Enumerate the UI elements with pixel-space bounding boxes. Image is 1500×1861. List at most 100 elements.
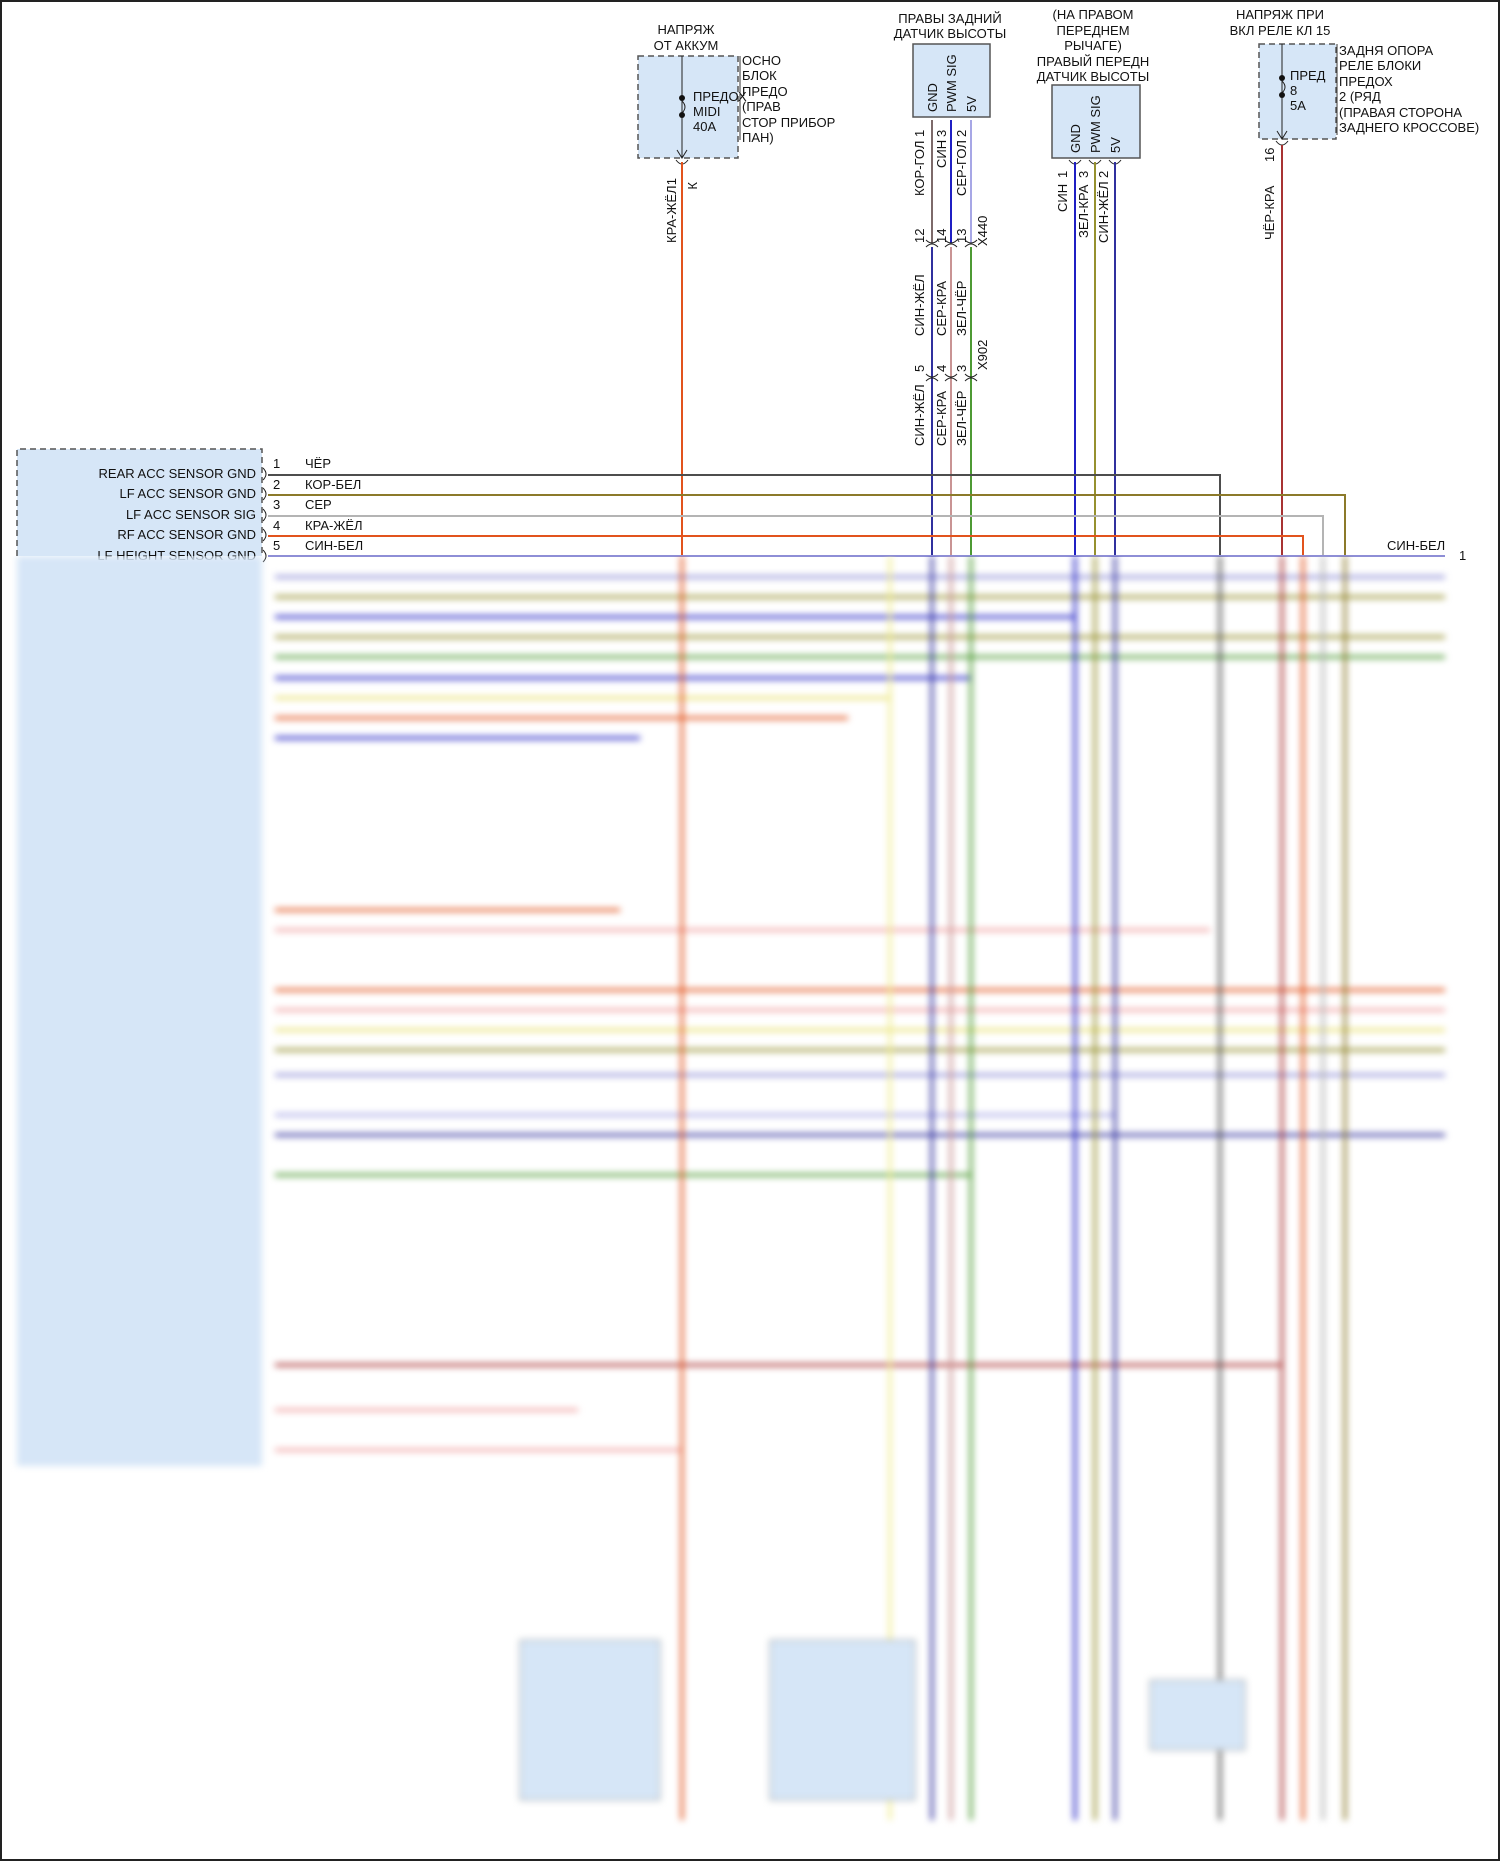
front-sensor-title: РЫЧАГЕ) [1064,38,1122,53]
wire-label: КРА-ЖЁЛ [664,185,679,243]
pin-number: 12 [912,229,927,243]
rear-sensor-title: ДАТЧИК ВЫСОТЫ [894,26,1006,41]
rear-sensor-title: ПРАВЫ ЗАДНИЙ [898,11,1001,26]
fuse-terminal [1279,92,1285,98]
pin-number: 4 [273,518,280,533]
pin-name: GND [925,83,940,112]
relay-fuse-location: 2 (РЯД [1339,89,1381,104]
arrow-icon [1276,130,1288,140]
connector-name: X440 [975,216,990,246]
front-sensor-title: ПРАВЫЙ ПЕРЕДН [1037,54,1150,69]
connector-icon [925,239,978,248]
wire-ser [268,515,1324,556]
battery-fuse-location: (ПРАВ [742,99,781,114]
pin-number: 3 [954,365,969,372]
pin-label: LF ACC SENSOR GND [119,486,256,501]
pin-number: 2 [273,477,280,492]
wire-label: СИН-БЕЛ [1387,538,1445,553]
connector-name: X902 [975,340,990,370]
relay-fuse-box [1258,43,1337,140]
rear-height-sensor: ПРАВЫ ЗАДНИЙ ДАТЧИК ВЫСОТЫ GND PWM SIG 5… [894,11,1006,556]
front-sensor-title: ДАТЧИК ВЫСОТЫ [1037,69,1149,84]
wire-label: СИН-БЕЛ [305,538,363,553]
pin-name: 5V [964,96,979,112]
pin-number: 3 [273,497,280,512]
wire-label: СИН-ЖЁЛ [1096,181,1111,243]
pin-name: 5V [1108,137,1123,153]
battery-fuse-location: БЛОК [742,68,777,83]
blurred-component [769,1639,916,1801]
pin-number: 3 [934,130,949,137]
wire-kra-zhel [268,535,1304,556]
battery-fuse-title: НАПРЯЖ [657,22,714,37]
relay-fuse-name: ПРЕД [1290,68,1326,83]
battery-fuse-location: ОСНО [742,53,781,68]
pin-number: 4 [934,365,949,372]
relay-fuse-location: ПРЕДОХ [1339,74,1393,89]
pin-number: 3 [1076,171,1091,178]
pin-letter: К [685,182,700,190]
wire-label: ЗЕЛ-ЧЁР [954,281,969,336]
battery-fuse-location: ПАН) [742,130,774,145]
pin-number: 5 [912,365,927,372]
battery-fuse-name: MIDI [693,104,720,119]
pin-label: LF ACC SENSOR SIG [126,507,256,522]
pin-number: 2 [954,130,969,137]
wire-label: СИН-ЖЁЛ [912,274,927,336]
wire-label: СИН [934,140,949,168]
pin-name: GND [1068,124,1083,153]
wire-label: КРА-ЖЁЛ [305,518,363,533]
relay-fuse-location: ЗАДНЕГО КРОССОВЕ) [1339,120,1479,135]
pin-number: 13 [954,229,969,243]
wire-label: СИН-ЖЁЛ [912,384,927,446]
wire-kor-bel [268,494,1346,556]
pin-name: PWM SIG [944,54,959,112]
front-sensor-box [1051,84,1141,159]
front-sensor-title: ПЕРЕДНЕМ [1056,23,1129,38]
relay-fuse-title: НАПРЯЖ ПРИ [1236,7,1324,22]
wire-label: СЕР-ГОЛ [954,140,969,196]
pin-number: 1 [664,178,679,185]
arrow-icon [676,149,688,159]
battery-fuse-location: СТОР ПРИБОР [742,115,835,130]
front-sensor-title: (НА ПРАВОМ [1053,7,1134,22]
blurred-component [519,1639,661,1801]
fuse-icon [1281,80,1286,94]
blurred-diagram-area [0,556,1500,1861]
connector-icon [1275,140,1289,146]
relay-fuse-location: РЕЛЕ БЛОКИ [1339,58,1421,73]
front-height-sensor: (НА ПРАВОМ ПЕРЕДНЕМ РЫЧАГЕ) ПРАВЫЙ ПЕРЕД… [1037,7,1150,556]
connector-icon [925,373,978,382]
wire-chyor [268,474,1221,556]
fuse-terminal [1279,75,1285,81]
pin-number: 1 [273,456,280,471]
relay-fuse-block: НАПРЯЖ ПРИ ВКЛ РЕЛЕ КЛ 15 ПРЕД 8 5A ЗАДН… [1230,7,1479,556]
battery-fuse-name: 40A [693,119,716,134]
relay-fuse-name: 5A [1290,98,1306,113]
wire-label: СЕР-КРА [934,391,949,446]
pin-number: 14 [934,229,949,243]
fuse-icon [681,100,686,114]
relay-fuse-title: ВКЛ РЕЛЕ КЛ 15 [1230,23,1331,38]
pin-label: REAR ACC SENSOR GND [99,466,256,481]
fuse-terminal [679,95,685,101]
wire-label: КОР-БЕЛ [305,477,361,492]
pin-label: RF ACC SENSOR GND [117,527,256,542]
pin-number: 1 [1459,548,1466,563]
pin-number: 5 [273,538,280,553]
battery-fuse-location: ПРЕДО [742,84,788,99]
wire-label: СЕР [305,497,332,512]
pin-name: PWM SIG [1088,95,1103,153]
relay-fuse-location: ЗАДНЯ ОПОРА [1339,43,1434,58]
rear-sensor-box [912,43,991,118]
blurred-component [1149,1679,1246,1751]
battery-fuse-title: ОТ АККУМ [654,38,719,53]
battery-fuse-box [637,55,739,159]
pin-number: 1 [1055,171,1070,178]
control-module: REAR ACC SENSOR GND LF ACC SENSOR GND LF… [16,448,1466,563]
wire-label: ЗЕЛ-ЧЁР [954,391,969,446]
wire-label: КОР-ГОЛ [912,141,927,196]
battery-fuse-name: ПРЕДОХ [693,89,747,104]
connector-icon [262,467,267,563]
wire-label: СЕР-КРА [934,281,949,336]
